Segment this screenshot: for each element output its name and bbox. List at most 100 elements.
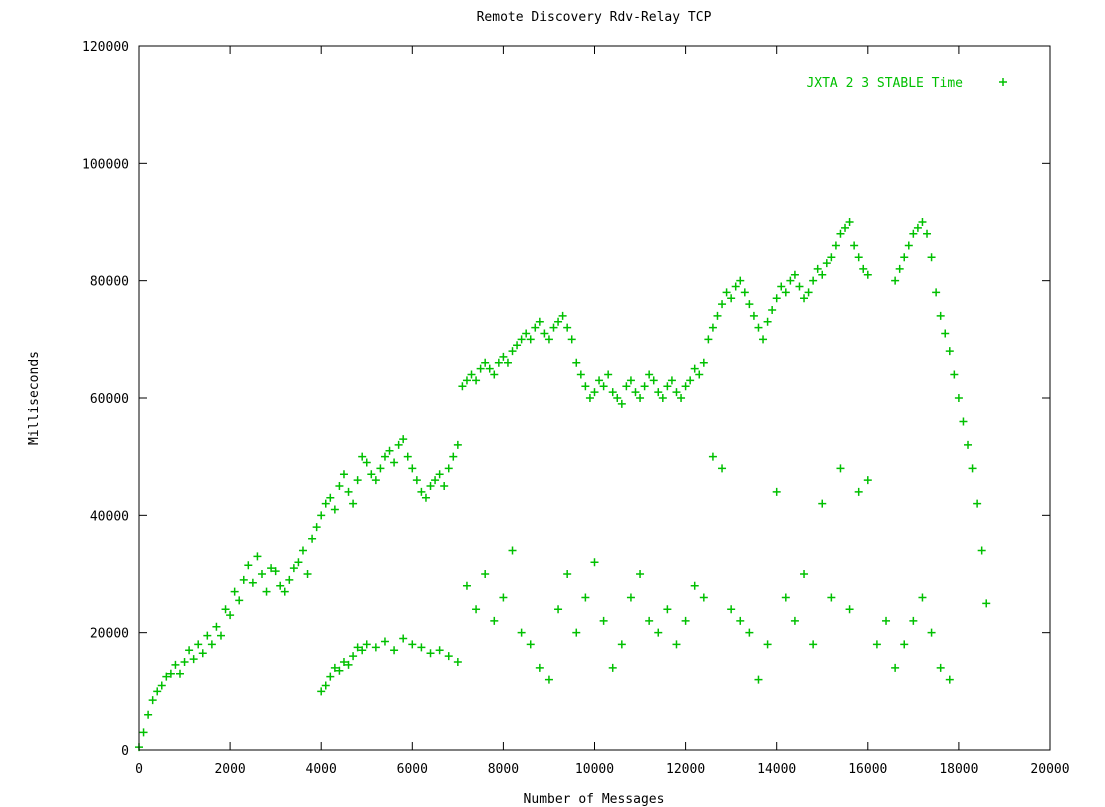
data-point <box>790 616 799 625</box>
data-point <box>481 358 490 367</box>
data-point <box>672 640 681 649</box>
data-point <box>900 253 909 262</box>
data-point <box>663 382 672 391</box>
data-point <box>544 675 553 684</box>
data-point <box>330 663 339 672</box>
x-tick-label: 8000 <box>488 762 519 777</box>
data-point <box>927 628 936 637</box>
data-point <box>809 276 818 285</box>
data-point <box>139 728 148 737</box>
data-point <box>440 482 449 490</box>
data-point <box>836 229 845 238</box>
data-point <box>339 470 348 479</box>
data-point <box>467 370 476 379</box>
data-point <box>572 628 581 637</box>
data-point <box>918 593 927 602</box>
data-point <box>813 264 822 273</box>
data-point <box>317 511 326 520</box>
data-point <box>645 370 654 379</box>
data-point <box>526 335 535 344</box>
data-point <box>362 640 371 649</box>
data-point <box>909 616 918 625</box>
legend-marker <box>999 78 1007 86</box>
data-point <box>572 358 581 367</box>
data-point <box>435 470 444 479</box>
plot-frame <box>138 45 1051 751</box>
x-axis-label: Number of Messages <box>524 792 665 807</box>
data-point <box>690 581 699 590</box>
data-point <box>831 241 840 250</box>
data-point <box>754 323 763 332</box>
data-point <box>863 476 872 485</box>
data-point <box>298 546 307 555</box>
data-point <box>148 696 157 705</box>
data-point <box>421 493 430 502</box>
data-point <box>672 388 681 397</box>
data-point <box>681 616 690 625</box>
x-tick-label: 16000 <box>848 762 887 777</box>
data-point <box>499 352 508 361</box>
x-tick-label: 2000 <box>214 762 245 777</box>
data-point <box>198 649 207 658</box>
data-point <box>330 505 339 514</box>
data-point <box>841 223 850 232</box>
data-point <box>522 329 531 338</box>
data-point <box>444 464 453 473</box>
data-point <box>462 581 471 590</box>
data-point <box>936 663 945 672</box>
data-point <box>604 370 613 379</box>
data-point <box>904 241 913 250</box>
data-point <box>453 658 462 666</box>
data-point <box>736 276 745 285</box>
data-point <box>390 458 399 467</box>
data-point <box>708 323 717 332</box>
data-point <box>257 570 266 578</box>
data-point <box>303 570 312 578</box>
data-point <box>599 382 608 391</box>
data-point <box>358 646 367 655</box>
data-point <box>517 628 526 637</box>
data-point <box>390 646 399 655</box>
data-point <box>895 264 904 273</box>
data-point <box>581 382 590 391</box>
data-point <box>554 317 563 326</box>
data-point <box>563 323 572 332</box>
data-point <box>590 558 599 567</box>
data-point <box>262 587 271 596</box>
data-point <box>230 587 239 596</box>
data-point <box>380 452 389 461</box>
data-point <box>280 587 289 596</box>
data-point <box>226 611 235 620</box>
data-point <box>535 663 544 672</box>
data-point <box>426 649 435 658</box>
data-point <box>326 672 335 681</box>
data-point <box>804 288 813 297</box>
data-point <box>367 470 376 479</box>
data-point <box>321 499 330 508</box>
data-point <box>932 288 941 297</box>
data-point <box>403 452 412 461</box>
data-point <box>180 658 189 666</box>
data-point <box>613 394 622 402</box>
data-point <box>900 640 909 649</box>
data-point <box>326 493 335 502</box>
data-point <box>964 440 973 449</box>
data-point <box>763 640 772 649</box>
data-point <box>863 270 872 279</box>
data-point <box>640 382 649 391</box>
data-point <box>690 364 699 373</box>
y-tick-label: 40000 <box>90 509 129 524</box>
data-point <box>476 364 485 373</box>
data-point <box>800 570 809 578</box>
data-point <box>599 616 608 625</box>
data-point <box>727 605 736 614</box>
data-point <box>194 640 203 649</box>
x-tick-label: 18000 <box>939 762 978 777</box>
data-point <box>950 370 959 379</box>
data-point <box>913 223 922 232</box>
axis-ticks: 0 2000 4000 6000 8000 10000 12000 14000 16000 180… <box>82 40 1070 777</box>
data-point <box>399 435 408 444</box>
data-point <box>959 417 968 426</box>
data-point <box>472 376 481 385</box>
data-point <box>745 300 754 309</box>
